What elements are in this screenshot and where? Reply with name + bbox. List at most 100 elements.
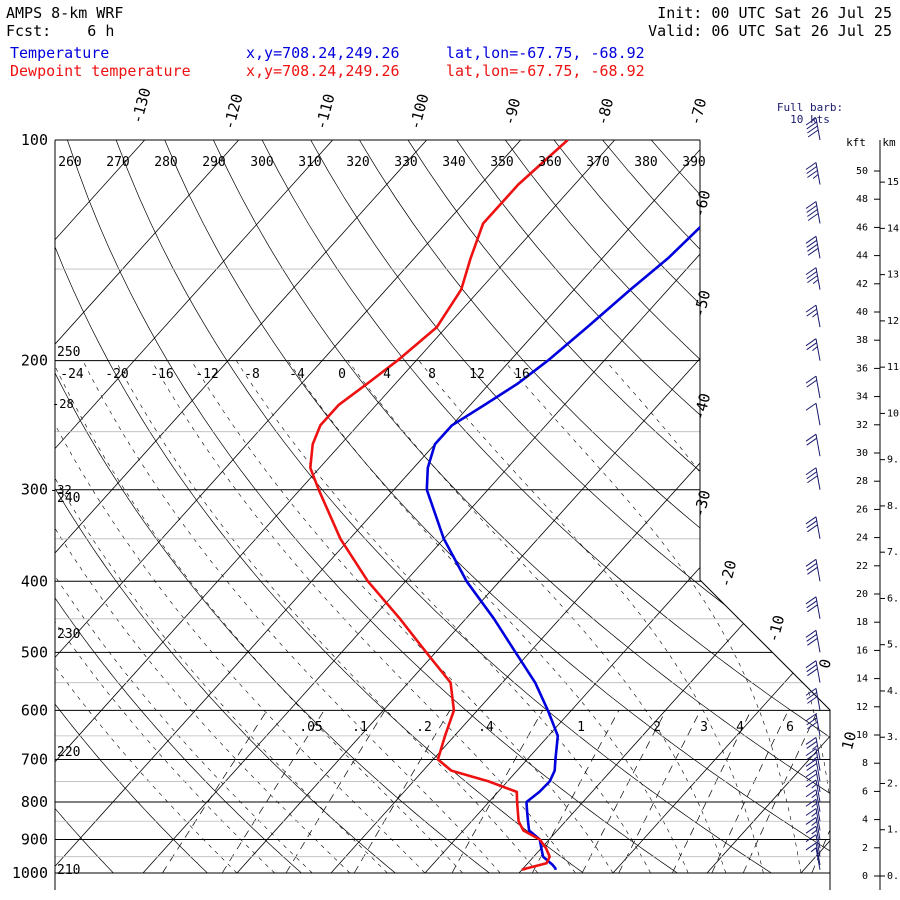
barb-flag <box>807 125 818 134</box>
barb-flag <box>806 562 817 571</box>
barb-staff <box>815 713 821 736</box>
barb-half-flag <box>812 745 818 750</box>
barb-flag <box>807 129 819 138</box>
valid-time: Valid: 06 UTC Sat 26 Jul 25 <box>648 22 892 40</box>
mixing-ratio-label: .2 <box>416 720 432 735</box>
barb-staff <box>815 434 821 457</box>
barb-flag <box>805 516 817 525</box>
isotherm <box>55 140 615 874</box>
barb-flag <box>805 596 817 605</box>
wind-barb <box>805 769 821 792</box>
moist-adiabat <box>722 360 830 874</box>
moist-adiabat <box>55 360 275 874</box>
km-tick-label: 4. <box>887 686 899 697</box>
kft-tick-label: 36 <box>856 363 868 374</box>
barb-flag <box>806 691 817 700</box>
barb-staff <box>815 826 821 849</box>
mixing-ratio-label: 3 <box>700 720 708 735</box>
kft-tick-label: 0 <box>862 871 868 882</box>
barb-flag <box>805 713 817 722</box>
barb-half-flag <box>812 174 819 179</box>
barb-flag <box>807 170 818 178</box>
barb-flag <box>806 664 817 673</box>
barb-flag <box>805 467 817 476</box>
barb-staff <box>815 117 821 141</box>
barb-staff <box>815 162 821 185</box>
barb-flag <box>805 779 817 788</box>
mixing-ratio-label: .05 <box>299 720 322 735</box>
kft-tick-label: 30 <box>856 448 868 459</box>
wind-barb <box>805 201 821 224</box>
wind-barb <box>805 808 821 831</box>
side-theta-label: 230 <box>57 627 80 642</box>
moist-adiabat <box>347 360 727 874</box>
right-border <box>699 140 831 890</box>
barb-staff <box>815 376 821 399</box>
barb-flag <box>807 247 819 256</box>
dry-adiabat-label: 390 <box>682 155 705 170</box>
wind-barb <box>805 798 821 822</box>
barb-flag <box>807 668 818 677</box>
moist-adiabat-label: -16 <box>150 367 173 382</box>
side-theta-label: 220 <box>57 745 80 760</box>
isotherm <box>55 140 427 874</box>
kft-tick-label: 2 <box>862 843 868 854</box>
km-tick-label: 11. <box>887 362 900 373</box>
mixing-ratio-line <box>353 710 451 874</box>
mixing-ratio-label: 4 <box>736 720 744 735</box>
legend-dewpoint-coords: x,y=708.24,249.26 <box>246 62 400 80</box>
dry-adiabat <box>55 140 490 874</box>
barb-staff <box>815 201 821 224</box>
barb-staff <box>815 467 821 490</box>
kft-tick-label: 24 <box>856 533 868 544</box>
wind-barb <box>805 713 821 736</box>
barb-legend-line2: 10 kts <box>790 113 830 126</box>
barb-flag <box>806 205 817 213</box>
mixing-ratio-label: .4 <box>478 720 494 735</box>
dry-adiabat <box>213 140 830 874</box>
kft-tick-label: 18 <box>856 617 868 628</box>
isotherm <box>330 140 830 874</box>
km-tick-label: 13. <box>887 270 900 281</box>
wind-barb <box>805 267 821 290</box>
mixing-ratio-line <box>581 710 667 874</box>
wind-barb <box>805 817 821 840</box>
barb-flag <box>807 275 818 284</box>
km-tick-label: 12. <box>887 316 900 327</box>
model-title: AMPS 8-km WRF <box>6 4 124 22</box>
barb-flag <box>805 748 817 757</box>
barb-flag <box>805 375 817 384</box>
dry-adiabat-label: 360 <box>538 155 561 170</box>
km-tick-label: 14. <box>887 223 900 234</box>
kft-tick-label: 10 <box>856 730 868 741</box>
barb-flag <box>806 471 817 480</box>
wind-barbs <box>805 117 821 870</box>
barb-staff <box>815 630 821 653</box>
isotherm-label: -90 <box>500 96 524 127</box>
moist-adiabat <box>55 360 238 874</box>
side-theta-label: 240 <box>57 491 80 506</box>
moist-adiabat <box>151 360 576 874</box>
barb-staff <box>815 748 821 771</box>
kft-tick-label: 4 <box>862 815 868 826</box>
wind-barb <box>805 789 821 812</box>
barb-flag <box>805 304 817 313</box>
kft-tick-label: 6 <box>862 786 868 797</box>
barb-flag <box>807 637 818 646</box>
barb-staff <box>815 759 821 782</box>
moist-adiabat <box>55 360 426 874</box>
barb-legend-line1: Full barb: <box>776 101 844 114</box>
moist-adiabat <box>843 361 900 873</box>
barb-flag <box>806 166 817 174</box>
dry-adiabat <box>67 140 678 874</box>
barb-flag <box>805 737 817 745</box>
pressure-tick-label: 100 <box>21 131 48 149</box>
isotherm-label: 0 <box>815 657 835 670</box>
pressure-tick-label: 700 <box>21 750 48 768</box>
series-dewpoint-temperature <box>309 140 569 872</box>
kft-tick-label: 8 <box>862 758 868 769</box>
mixing-ratio-line <box>618 710 701 874</box>
isotherm <box>55 140 521 874</box>
